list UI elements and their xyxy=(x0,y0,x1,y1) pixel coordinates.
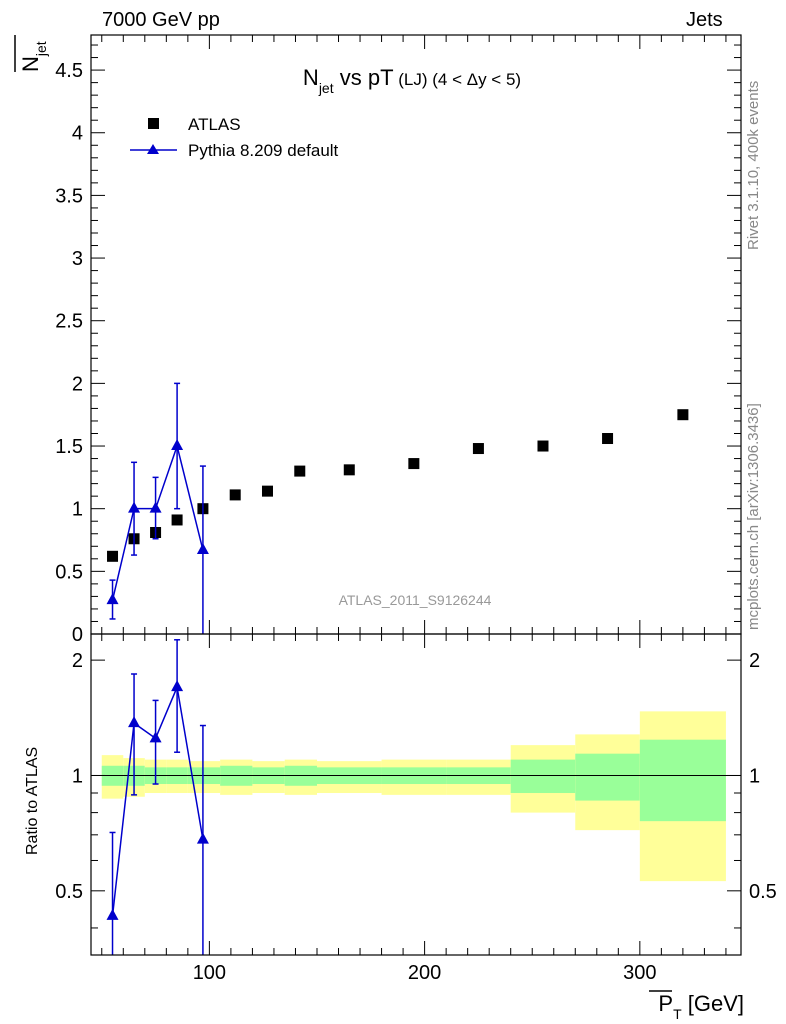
atlas-point xyxy=(171,514,183,526)
y-tick-label: 2 xyxy=(72,373,83,395)
y-label-n: N xyxy=(18,56,43,72)
pythia-ratio-point xyxy=(128,716,141,728)
pythia-ratio-point xyxy=(196,832,209,844)
ratio-y-tick-label: 0.5 xyxy=(55,881,83,903)
x-axis-label: PT [GeV] xyxy=(658,991,744,1022)
legend-marker-atlas xyxy=(148,118,159,129)
uncertainty-bands xyxy=(91,711,741,882)
pythia-ratio-point xyxy=(149,731,162,743)
header-right: Jets xyxy=(686,9,723,31)
band-inner xyxy=(575,753,640,801)
ratio-frame xyxy=(90,633,742,956)
legend-label-atlas: ATLAS xyxy=(188,115,241,134)
ratio-y-tick-label-right: 1 xyxy=(749,765,760,787)
atlas-point xyxy=(107,550,119,562)
atlas-point xyxy=(294,465,306,477)
ratio-y-tick-label: 2 xyxy=(72,650,83,672)
pythia-point xyxy=(106,593,119,605)
chart-title: Njet vs pT (LJ) (4 < Δy < 5) xyxy=(303,65,521,96)
axis-ticks xyxy=(91,35,741,955)
title-sub: jet xyxy=(318,80,334,96)
plot-frames xyxy=(90,34,742,956)
x-tick-label: 200 xyxy=(408,962,441,984)
y-tick-label: 4 xyxy=(72,123,83,145)
band-inner xyxy=(510,759,576,794)
y-tick-label: 4.5 xyxy=(55,60,83,82)
x-tick-label: 300 xyxy=(623,962,656,984)
ratio-y-tick-label-right: 0.5 xyxy=(749,881,777,903)
pythia-line xyxy=(111,443,204,601)
title-n: N xyxy=(303,65,319,90)
title-mid: vs pT xyxy=(334,65,394,90)
y-tick-label: 0.5 xyxy=(55,561,83,583)
atlas-point xyxy=(229,489,241,501)
ratio-y-tick-label: 1 xyxy=(72,765,83,787)
atlas-point xyxy=(408,458,420,470)
pythia-ratio-point xyxy=(171,680,184,692)
x-label-unit: [GeV] xyxy=(682,991,744,1016)
x-label-p: P xyxy=(658,991,673,1016)
data-series xyxy=(106,382,689,955)
axis-labels: 0 0.5 1 1.5 2 2.5 3 3.5 4 4.5 0.5 0.5 1 1 2 2 100 200 300 N… xyxy=(14,35,777,1022)
ratio-axis-label: Ratio to ATLAS xyxy=(24,747,41,855)
title-small: (LJ) (4 < Δy < 5) xyxy=(394,70,522,89)
legend-marker-pythia xyxy=(147,144,159,154)
pythia-point xyxy=(171,439,184,451)
x-label-sub: T xyxy=(673,1006,682,1022)
atlas-point xyxy=(602,433,614,445)
y-tick-label: 3.5 xyxy=(55,185,83,207)
atlas-point xyxy=(472,443,484,455)
y-tick-label: 1 xyxy=(72,499,83,521)
pythia-ratio-point xyxy=(106,908,119,920)
pythia-point xyxy=(149,501,162,513)
pythia-ratio-line xyxy=(111,684,204,917)
atlas-point xyxy=(261,485,273,497)
y-label-sub: jet xyxy=(33,41,49,57)
band-inner xyxy=(639,739,726,822)
legend-label-pythia: Pythia 8.209 default xyxy=(188,141,339,160)
atlas-point xyxy=(343,464,355,476)
y-tick-label: 2.5 xyxy=(55,311,83,333)
y-tick-label: 0 xyxy=(72,624,83,646)
y-tick-label: 3 xyxy=(72,248,83,270)
atlas-point xyxy=(537,440,549,452)
x-tick-label: 100 xyxy=(193,962,226,984)
pythia-point xyxy=(128,501,141,513)
ratio-y-tick-label-right: 2 xyxy=(749,650,760,672)
analysis-label: ATLAS_2011_S9126244 xyxy=(339,592,492,608)
atlas-point xyxy=(677,409,689,421)
y-axis-label: Njet xyxy=(18,41,49,72)
y-tick-label: 1.5 xyxy=(55,436,83,458)
pythia-point xyxy=(196,543,209,555)
header-left: 7000 GeV pp xyxy=(102,9,220,31)
